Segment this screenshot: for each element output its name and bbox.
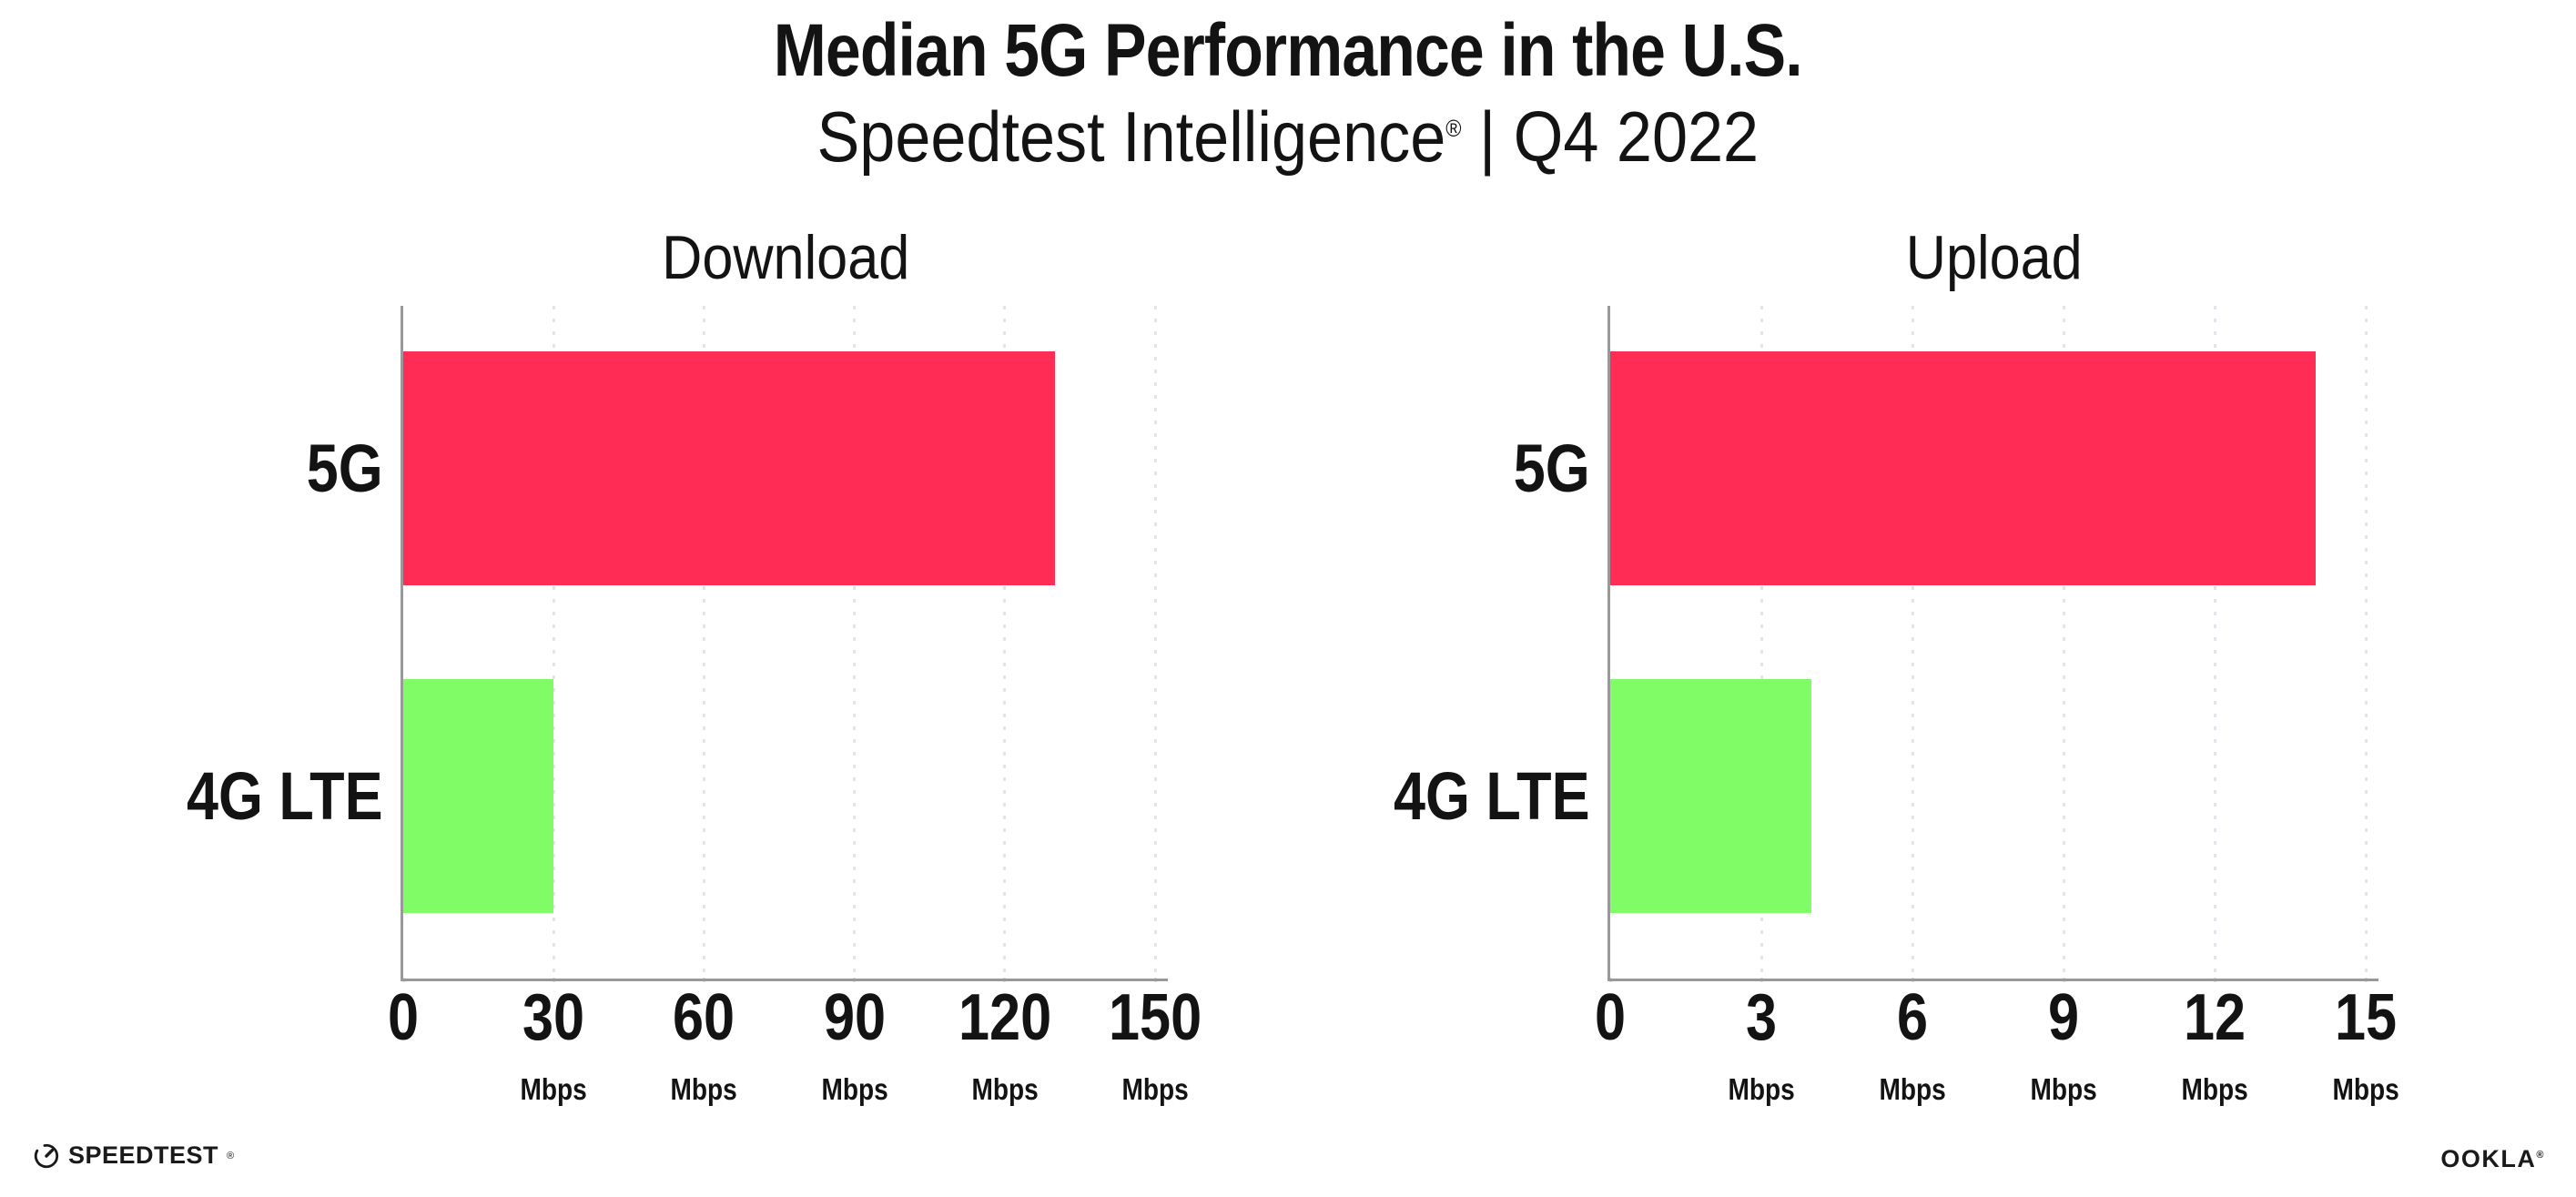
speedtest-logo: SPEEDTEST ® (33, 1141, 234, 1170)
upload-y-axis-line (1607, 306, 1610, 981)
y-category-label-text: 5G (307, 430, 383, 506)
chart-title-text: Download (661, 223, 910, 292)
page-subtitle: Speedtest Intelligence® | Q4 2022 (0, 100, 2576, 194)
x-tick-number: 120 (958, 981, 1051, 1054)
page-title: Median 5G Performance in the U.S. (773, 9, 1803, 92)
x-tick-number: 90 (823, 981, 886, 1054)
y-category-label-4g-lte: 4G LTE (1137, 757, 1590, 849)
x-tick-unit: Mbps (718, 1074, 991, 1111)
gridline-90 (853, 306, 857, 979)
ookla-wordmark: OOKLA (2440, 1145, 2537, 1172)
x-tick-unit: Mbps (1625, 1074, 1898, 1111)
x-tick-unit: Mbps (417, 1074, 690, 1111)
x-tick-label-9: 9 Mbps (1927, 985, 2200, 1111)
y-category-label-5g: 5G (0, 430, 383, 522)
x-tick-unit: Mbps (1776, 1074, 2049, 1111)
x-tick-number: 0 (1594, 981, 1627, 1054)
registered-mark: ® (2536, 1150, 2545, 1161)
chart-title-text: Upload (1906, 223, 2083, 292)
x-tick-label-6: 6 Mbps (1776, 985, 2049, 1111)
y-category-label-text: 4G LTE (1394, 757, 1590, 834)
x-tick-unit: Mbps (2078, 1074, 2351, 1111)
gridline-60 (702, 306, 705, 979)
x-tick-label-90: 90 Mbps (718, 985, 991, 1111)
y-category-label-5g: 5G (1137, 430, 1590, 522)
upload-x-axis-line (1607, 979, 2378, 981)
bar-download-5g (403, 351, 1055, 585)
x-tick-number: 3 (1745, 981, 1778, 1054)
speedtest-wordmark: SPEEDTEST (68, 1141, 219, 1169)
x-tick-number: 30 (522, 981, 585, 1054)
x-tick-label-15: 15 Mbps (2229, 985, 2502, 1111)
gridline-6 (1911, 306, 1914, 979)
gridline-9 (2062, 306, 2065, 979)
x-tick-number: 0 (387, 981, 420, 1054)
gridline-12 (2213, 306, 2216, 979)
x-tick-unit: Mbps (2229, 1074, 2502, 1111)
x-tick-unit-text: Mbps (1728, 1072, 1795, 1106)
x-tick-label-0: 0 (267, 985, 540, 1069)
x-tick-unit: Mbps (1019, 1074, 1292, 1111)
x-tick-number: 6 (1896, 981, 1929, 1054)
x-tick-label-120: 120 Mbps (868, 985, 1141, 1111)
x-tick-number: 15 (2334, 981, 2398, 1054)
bar-download-4g-lte (403, 679, 554, 913)
gauge-icon (34, 1143, 59, 1168)
x-tick-unit-text: Mbps (1121, 1072, 1189, 1106)
download-chart-title: Download (403, 226, 1168, 307)
bar-upload-4g-lte (1610, 679, 1812, 913)
x-tick-unit-text: Mbps (2030, 1072, 2097, 1106)
x-tick-unit-text: Mbps (820, 1072, 888, 1106)
x-tick-label-60: 60 Mbps (567, 985, 840, 1111)
x-tick-unit-text: Mbps (670, 1072, 738, 1106)
ookla-logo: OOKLA® (2440, 1145, 2545, 1173)
x-tick-number: 150 (1108, 981, 1202, 1054)
gridline-150 (1153, 306, 1157, 979)
download-y-axis-line (401, 306, 403, 981)
x-tick-number: 60 (673, 981, 735, 1054)
x-tick-unit-text: Mbps (971, 1072, 1039, 1106)
subtitle-brand: Speedtest Intelligence (816, 96, 1446, 177)
download-x-axis-line (401, 979, 1168, 981)
x-tick-unit: Mbps (868, 1074, 1141, 1111)
x-tick-label-3: 3 Mbps (1625, 985, 1898, 1111)
y-category-label-text: 4G LTE (187, 757, 383, 834)
upload-chart-title: Upload (1610, 226, 2378, 307)
gridline-30 (552, 306, 555, 979)
x-tick-number: 12 (2183, 981, 2246, 1054)
x-tick-unit: Mbps (567, 1074, 840, 1111)
x-tick-label-150: 150 Mbps (1019, 985, 1292, 1111)
x-tick-label-12: 12 Mbps (2078, 985, 2351, 1111)
x-tick-number: 9 (2047, 981, 2080, 1054)
bar-upload-5g (1610, 351, 2316, 585)
subtitle-period: | Q4 2022 (1461, 96, 1760, 177)
x-tick-unit-text: Mbps (520, 1072, 587, 1106)
x-tick-label-30: 30 Mbps (417, 985, 690, 1111)
gridline-3 (1760, 306, 1763, 979)
x-tick-unit-text: Mbps (2181, 1072, 2248, 1106)
x-tick-unit: Mbps (1927, 1074, 2200, 1111)
y-category-label-4g-lte: 4G LTE (0, 757, 383, 849)
y-category-label-text: 5G (1514, 430, 1590, 506)
x-tick-unit-text: Mbps (2332, 1072, 2399, 1106)
x-tick-unit-text: Mbps (1879, 1072, 1946, 1106)
gridline-15 (2364, 306, 2368, 979)
x-tick-label-0: 0 (1474, 985, 1747, 1069)
gridline-120 (1003, 306, 1007, 979)
registered-mark: ® (1445, 115, 1462, 142)
